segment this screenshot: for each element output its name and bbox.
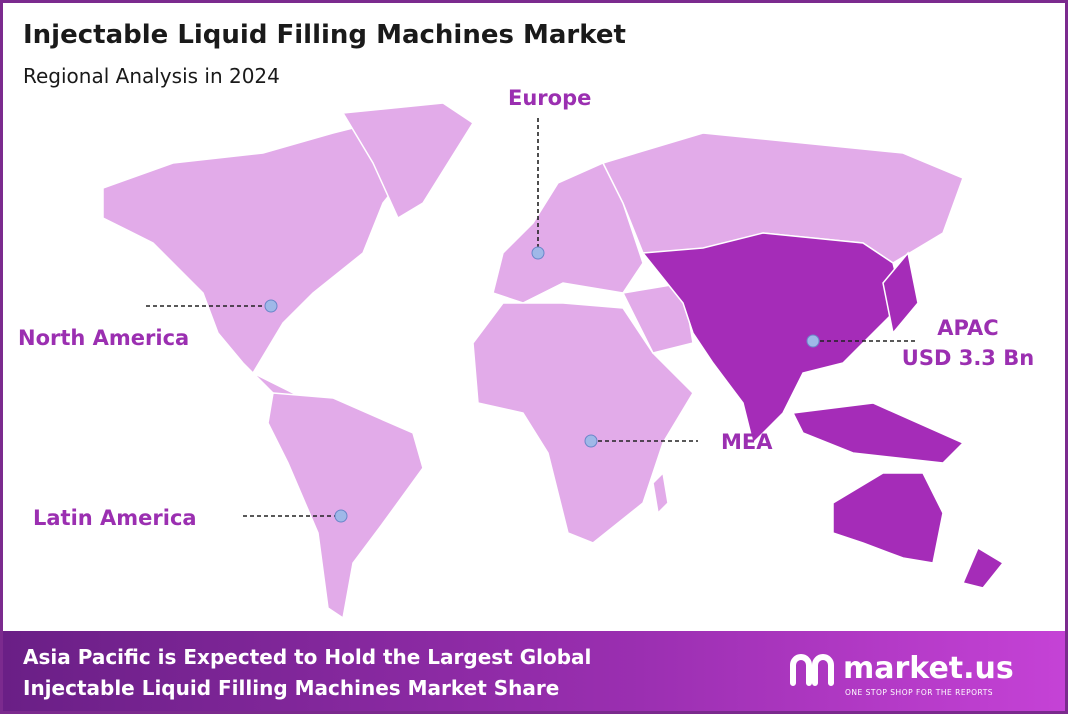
subtitle: Regional Analysis in 2024 [23,64,280,88]
region-dot [806,334,820,348]
australia [832,472,944,564]
region-dot [584,434,598,448]
region-label: APAC [937,316,998,340]
south-america [267,392,424,620]
infographic: Injectable Liquid Filling Machines Marke… [3,20,1065,711]
region-dot [531,246,545,260]
region-label: North America [18,326,189,350]
greenland [341,102,475,220]
region-value: USD 3.3 Bn [902,346,1034,370]
north-america [102,117,424,399]
southeast-asia-islands [791,402,965,464]
region-label: Europe [508,86,591,110]
footer-line: Asia Pacific is Expected to Hold the Lar… [23,645,591,669]
region-dot [264,299,278,313]
footer-band [3,631,1065,711]
new-zealand [961,546,1005,589]
logo-tagline: ONE STOP SHOP FOR THE REPORTS [845,688,993,697]
japan [882,251,919,335]
middle-east [621,282,694,354]
world-map [102,102,1005,620]
africa [472,302,694,544]
region-label: Latin America [33,506,197,530]
asia [641,232,904,445]
logo-text: market.us [843,651,1014,686]
madagascar [652,471,669,515]
leaders [146,118,918,523]
footer-line: Injectable Liquid Filling Machines Marke… [23,676,559,700]
region-label: MEA [721,430,773,454]
logo: market.us ONE STOP SHOP FOR THE REPORTS [790,651,1014,697]
title: Injectable Liquid Filling Machines Marke… [23,20,626,50]
region-dot [334,509,348,523]
logo-icon [790,654,834,686]
